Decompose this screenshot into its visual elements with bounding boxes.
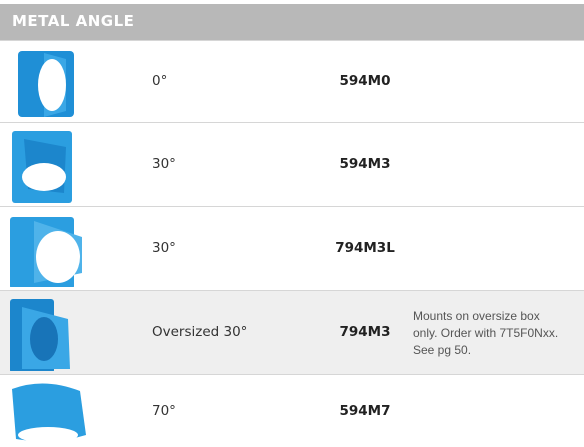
notes-line: Mounts on oversize box <box>413 308 558 325</box>
page: METAL ANGLE 0° 594M0 30° 594M3 30° 794M3L Over… <box>0 0 584 447</box>
angle-cell: 0° <box>152 73 167 89</box>
part-number: 594M0 <box>300 73 430 89</box>
product-image <box>4 127 134 203</box>
section-title: METAL ANGLE <box>12 12 134 30</box>
part-number: 594M3 <box>300 156 430 172</box>
notes-line: See pg 50. <box>413 342 558 359</box>
notes-line: only. Order with 7T5F0Nxx. <box>413 325 558 342</box>
angle-cell: 30° <box>152 240 176 256</box>
part-number: 794M3 <box>300 324 430 340</box>
table-row: 0° 594M0 <box>0 40 584 122</box>
table-row: 30° 594M3 <box>0 122 584 206</box>
section-header: METAL ANGLE <box>0 4 584 40</box>
product-image <box>4 379 134 444</box>
product-image <box>4 45 134 119</box>
angle-cell: 70° <box>152 403 176 419</box>
product-image <box>4 295 134 371</box>
angle-cell: Oversized 30° <box>152 324 247 340</box>
product-image <box>4 211 134 287</box>
table-row: 70° 594M7 <box>0 374 584 447</box>
table-row: 30° 794M3L <box>0 206 584 290</box>
part-number: 594M7 <box>300 403 430 419</box>
angle-cell: 30° <box>152 156 176 172</box>
part-number: 794M3L <box>300 240 430 256</box>
